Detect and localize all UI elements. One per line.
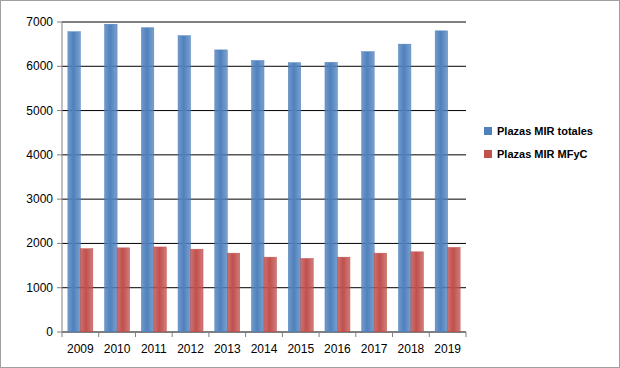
tick: [57, 243, 62, 244]
x-tick: [98, 332, 99, 337]
background: [1, 1, 620, 368]
bar: [178, 36, 190, 332]
y-axis: [62, 22, 63, 332]
bar: [105, 24, 117, 332]
bar: [141, 28, 153, 332]
x-tick-label: 2014: [251, 342, 278, 356]
bar: [374, 253, 386, 332]
bar: [68, 32, 80, 332]
bar: [264, 257, 276, 332]
bar: [80, 249, 92, 332]
legend-label: Plazas MIR MFyC: [497, 148, 588, 160]
legend-label: Plazas MIR totales: [497, 125, 593, 137]
x-tick: [282, 332, 283, 337]
tick: [57, 287, 62, 288]
y-tick-label: 5000: [26, 104, 53, 118]
x-tick: [355, 332, 356, 337]
bar: [117, 248, 129, 332]
bar: [398, 44, 410, 332]
x-tick: [208, 332, 209, 337]
legend-swatch: [484, 150, 492, 158]
tick: [57, 66, 62, 67]
tick: [57, 110, 62, 111]
bar: [288, 63, 300, 332]
x-tick-label: 2009: [67, 342, 94, 356]
tick: [57, 332, 62, 333]
x-tick: [62, 332, 63, 337]
tick: [57, 22, 62, 23]
y-tick-label: 4000: [26, 148, 53, 162]
x-tick-label: 2016: [324, 342, 351, 356]
x-tick-label: 2013: [214, 342, 241, 356]
bar: [435, 31, 447, 332]
x-tick: [245, 332, 246, 337]
x-tick: [466, 332, 467, 337]
bar: [191, 249, 203, 332]
bar: [411, 252, 423, 332]
bar: [301, 258, 313, 332]
x-tick-label: 2012: [177, 342, 204, 356]
x-tick: [429, 332, 430, 337]
y-tick-label: 3000: [26, 192, 53, 206]
x-tick: [135, 332, 136, 337]
y-tick-label: 7000: [26, 15, 53, 29]
bar: [325, 62, 337, 332]
grid-line: [62, 22, 466, 23]
bar: [362, 52, 374, 332]
x-tick-label: 2018: [398, 342, 425, 356]
x-tick-label: 2015: [287, 342, 314, 356]
chart: 0 1000 2000 3000 4000 5000 6000 7000 2009 2010 201…: [0, 0, 620, 368]
tick: [57, 154, 62, 155]
tick: [57, 199, 62, 200]
x-tick-label: 2019: [434, 342, 461, 356]
x-tick: [319, 332, 320, 337]
x-tick-label: 2017: [361, 342, 388, 356]
y-tick-label: 2000: [26, 236, 53, 250]
bar: [448, 247, 460, 332]
y-tick-label: 6000: [26, 59, 53, 73]
bar: [215, 50, 227, 332]
x-tick: [172, 332, 173, 337]
bars: [68, 24, 460, 332]
y-tick-label: 1000: [26, 281, 53, 295]
bar: [252, 61, 264, 332]
x-tick-label: 2010: [104, 342, 131, 356]
legend-swatch: [484, 127, 492, 135]
x-tick-label: 2011: [141, 342, 167, 356]
y-tick-label: 0: [46, 325, 53, 339]
x-tick: [392, 332, 393, 337]
bar: [337, 257, 349, 332]
bar: [227, 253, 239, 332]
bar: [154, 247, 166, 332]
